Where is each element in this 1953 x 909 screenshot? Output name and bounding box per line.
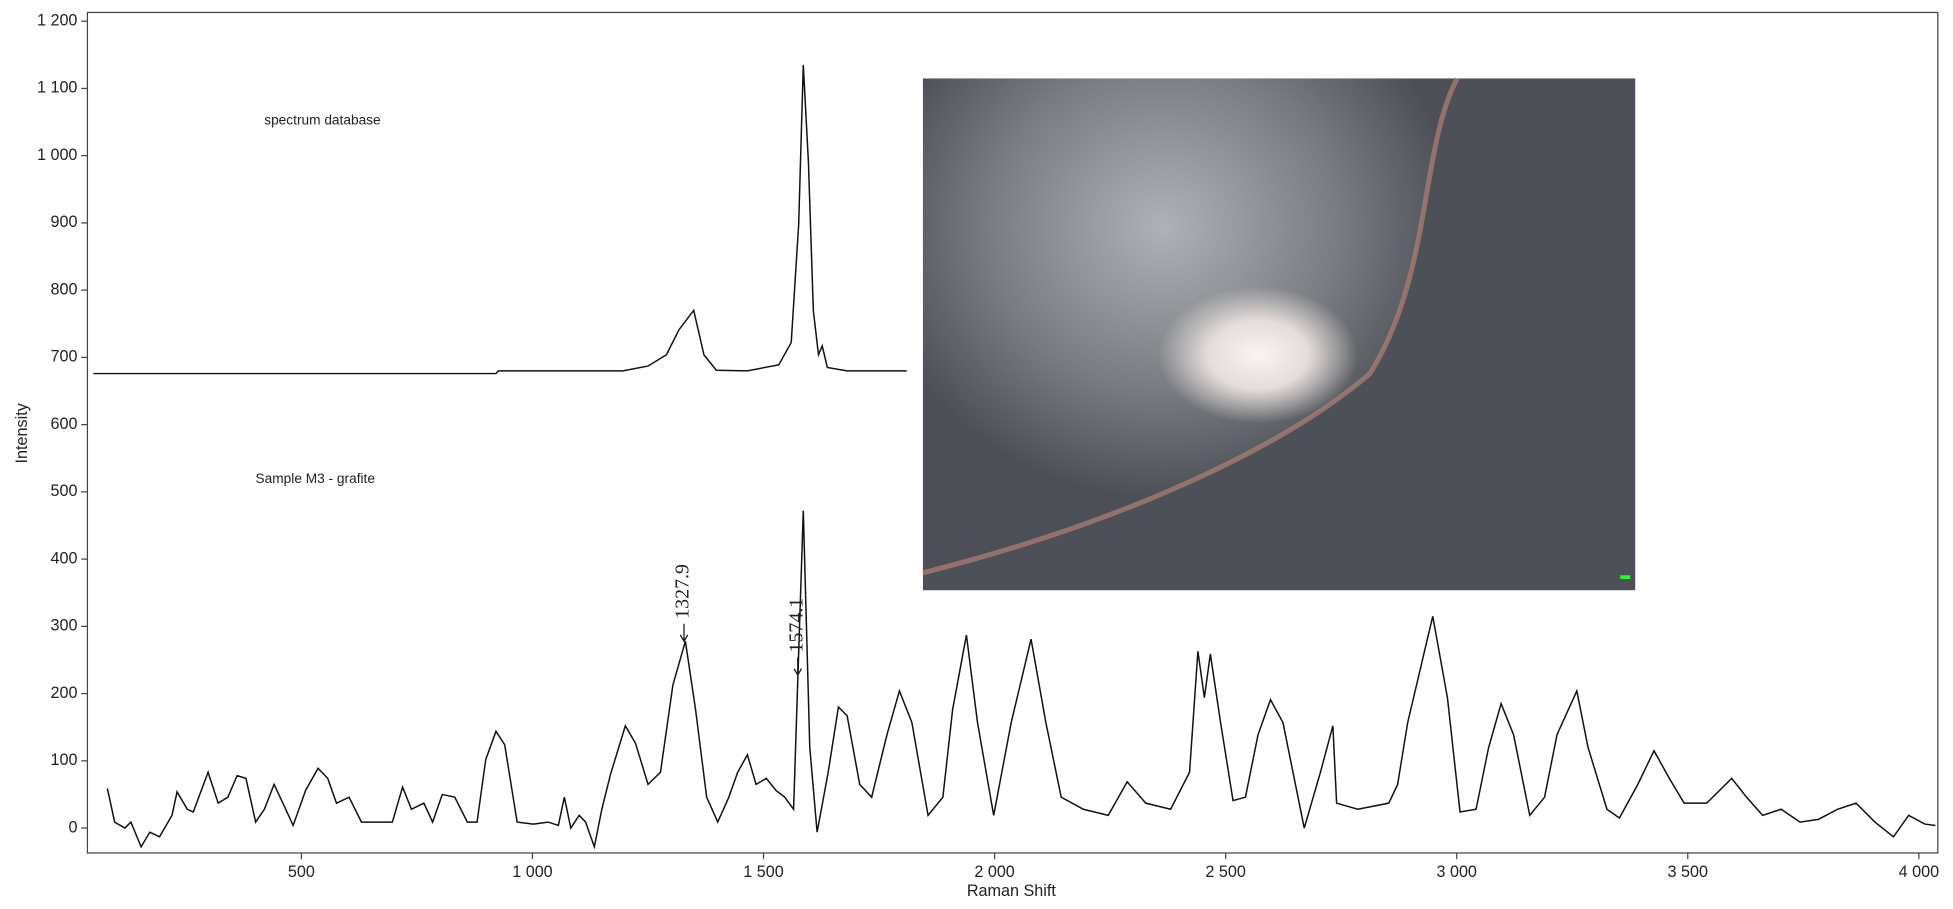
y-tick-label: 0 [68,818,77,836]
series-line [106,510,1936,850]
y-tick-label: 900 [50,213,77,231]
y-tick-label: 400 [50,549,77,567]
annotation: 1574.1 [785,598,807,653]
plot-frame [86,11,1939,854]
annotation-arrowhead [679,634,689,643]
inset-photo [922,77,1636,591]
y-tick-label: 200 [50,684,77,702]
x-tick-label: 2 000 [974,863,1014,881]
x-tick-label: 1 000 [512,863,552,881]
x-tick-label: 2 500 [1205,863,1245,881]
y-tick-label: 600 [50,415,77,433]
y-tick-label: 800 [50,280,77,298]
y-tick-label: 700 [50,348,77,366]
series-line [93,64,907,375]
y-tick-label: 1 200 [37,11,77,29]
y-tick-label: 500 [50,482,77,500]
y-tick-label: 1 100 [37,79,77,97]
x-axis-label: Raman Shift [967,882,1056,900]
annotation-arrowhead [793,668,803,677]
series-label: Sample M3 - grafite [256,471,375,486]
y-tick-label: 300 [50,617,77,635]
x-tick-label: 1 500 [743,863,783,881]
x-tick-label: 3 000 [1436,863,1476,881]
x-tick-label: 3 500 [1668,863,1708,881]
y-axis-label: Intensity [13,402,31,463]
y-tick-label: 1 000 [37,146,77,164]
annotation: 1327.9 [672,564,694,619]
x-tick-label: 500 [288,863,315,881]
x-tick-label: 4 000 [1899,863,1939,881]
series-label: spectrum database [264,112,380,127]
y-tick-label: 100 [50,751,77,769]
